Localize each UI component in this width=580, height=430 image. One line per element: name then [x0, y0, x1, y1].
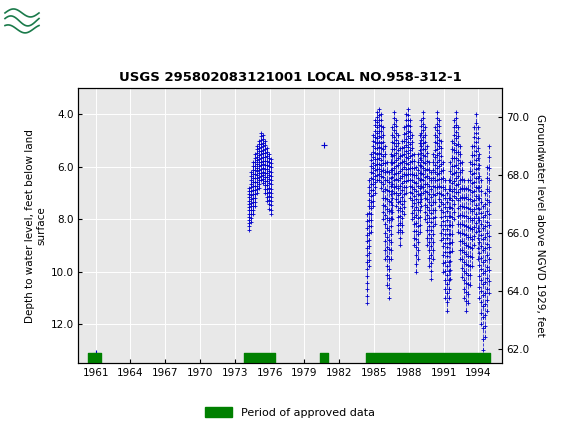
Y-axis label: Depth to water level, feet below land
surface: Depth to water level, feet below land su… — [24, 129, 46, 322]
Title: USGS 295802083121001 LOCAL NO.958-312-1: USGS 295802083121001 LOCAL NO.958-312-1 — [119, 71, 461, 84]
Legend: Period of approved data: Period of approved data — [200, 403, 380, 422]
Bar — [4, 4, 40, 37]
Y-axis label: Groundwater level above NGVD 1929, feet: Groundwater level above NGVD 1929, feet — [535, 114, 545, 337]
Text: USGS: USGS — [50, 12, 106, 30]
